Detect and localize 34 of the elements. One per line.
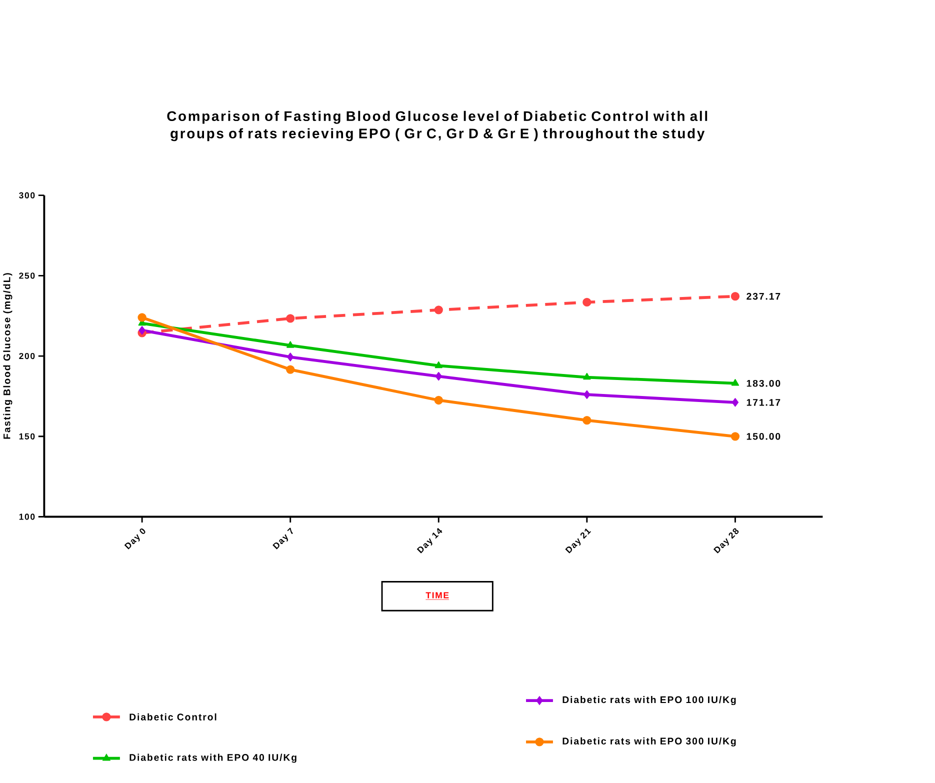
y-tick-label: 250 — [19, 272, 35, 279]
point — [286, 365, 295, 374]
y-tick-label: 200 — [19, 352, 35, 359]
point — [730, 292, 740, 300]
point — [730, 432, 740, 441]
data-label: 237.17 — [746, 292, 780, 300]
point — [138, 312, 146, 322]
point — [434, 361, 442, 368]
x-axis-title: TIME — [426, 592, 449, 598]
legend-label: Diabetic rats with EPO 100 IU/Kg — [562, 696, 736, 705]
point — [583, 372, 591, 380]
point — [582, 298, 592, 306]
data-label: 171.17 — [746, 398, 780, 406]
y-tick-label: 100 — [19, 514, 35, 520]
point — [434, 305, 443, 314]
point — [732, 398, 739, 407]
y-tick-label: 150 — [19, 433, 35, 440]
y-axis-title: Fasting Blood Glucose (mg/dL) — [3, 272, 12, 439]
data-label: 150.00 — [746, 432, 780, 440]
point — [286, 340, 294, 348]
chart-title: Comparison of Fasting Blood Glucose level of Diabetic Control with all groups of rats recieving EPO ( Gr C, Gr D & Gr E ) throughout the study — [167, 110, 708, 142]
point — [584, 390, 590, 399]
legend-label: Diabetic Control — [130, 713, 216, 720]
legend-label: Diabetic rats with EPO 40 IU/Kg — [130, 754, 296, 763]
point — [582, 416, 592, 424]
point — [138, 326, 146, 335]
point — [434, 396, 443, 404]
point — [286, 314, 295, 323]
point — [731, 378, 740, 386]
data-label: 183.00 — [746, 380, 780, 387]
y-tick-label: 300 — [19, 192, 35, 198]
point — [286, 352, 294, 362]
point — [435, 372, 442, 380]
legend-label: Diabetic rats with EPO 300 IU/Kg — [562, 737, 736, 746]
